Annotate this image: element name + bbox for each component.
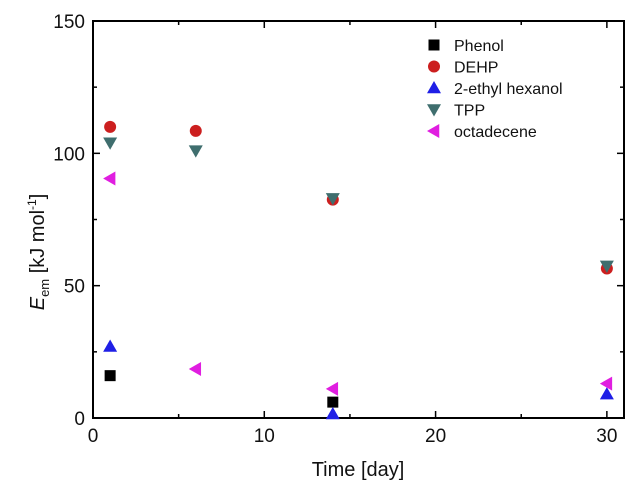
y-tick-label: 100 (53, 144, 85, 165)
legend-label-tpp: TPP (454, 103, 485, 120)
data-point-dehp (104, 120, 117, 133)
y-axis-title: Eem [kJ mol-1] (25, 194, 52, 311)
legend-label-2-ethyl-hexanol: 2-ethyl hexanol (454, 81, 563, 98)
x-tick-label: 20 (425, 426, 446, 447)
legend-label-dehp: DEHP (454, 60, 498, 77)
legend-marker-phenol (428, 39, 440, 51)
y-axis-title-unit: [kJ mol (27, 210, 49, 279)
data-point-tpp (188, 145, 203, 158)
y-axis-title-subscript: em (37, 279, 52, 297)
data-point-2-ethyl-hexanol (599, 387, 614, 400)
data-point-2-ethyl-hexanol (325, 407, 340, 420)
y-axis-title-unit-superscript: -1 (25, 199, 39, 210)
legend-marker-2-ethyl-hexanol (427, 81, 441, 94)
x-axis-title: Time [day] (312, 459, 405, 481)
data-point-octadecene (188, 362, 202, 377)
data-point-tpp (103, 137, 118, 150)
y-axis-title-symbol: E (27, 296, 49, 310)
data-point-2-ethyl-hexanol (103, 339, 118, 352)
data-point-phenol (104, 370, 116, 382)
data-point-tpp (599, 260, 614, 273)
y-axis-title-unit-close: ] (27, 194, 49, 200)
data-point-tpp (325, 193, 340, 206)
data-point-octadecene (103, 171, 116, 186)
x-tick-label: 10 (254, 426, 275, 447)
x-tick-label: 30 (596, 426, 617, 447)
axes-layer: 0 10 20 30 0 50 100 150 (53, 12, 625, 447)
data-points-layer (103, 120, 614, 420)
data-point-dehp (189, 124, 202, 137)
legend: Phenol DEHP 2-ethyl hexanol TPP octadecene (427, 38, 563, 141)
y-tick-label: 0 (74, 409, 85, 430)
legend-marker-dehp (428, 60, 440, 73)
y-tick-label: 150 (53, 12, 85, 33)
data-point-phenol (327, 396, 339, 408)
data-point-octadecene (599, 376, 613, 391)
x-tick-label: 0 (88, 426, 99, 447)
data-point-octadecene (325, 381, 339, 396)
legend-marker-tpp (427, 104, 441, 117)
legend-marker-octadecene (427, 124, 440, 138)
y-tick-label: 50 (64, 277, 85, 298)
legend-label-phenol: Phenol (454, 38, 504, 55)
legend-label-octadecene: octadecene (454, 124, 537, 141)
